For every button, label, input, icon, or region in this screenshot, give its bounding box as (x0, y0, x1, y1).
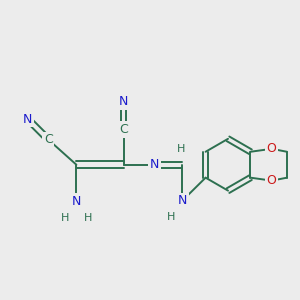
Text: N: N (72, 195, 81, 208)
Text: H: H (83, 213, 92, 223)
Text: H: H (61, 213, 69, 223)
Text: N: N (23, 112, 32, 126)
Text: H: H (177, 143, 185, 154)
Text: N: N (119, 95, 128, 108)
Text: C: C (119, 123, 128, 136)
Text: O: O (267, 142, 277, 155)
Text: O: O (267, 174, 277, 187)
Text: N: N (178, 194, 187, 207)
Text: H: H (167, 212, 175, 222)
Text: C: C (44, 133, 53, 146)
Text: N: N (150, 158, 159, 171)
